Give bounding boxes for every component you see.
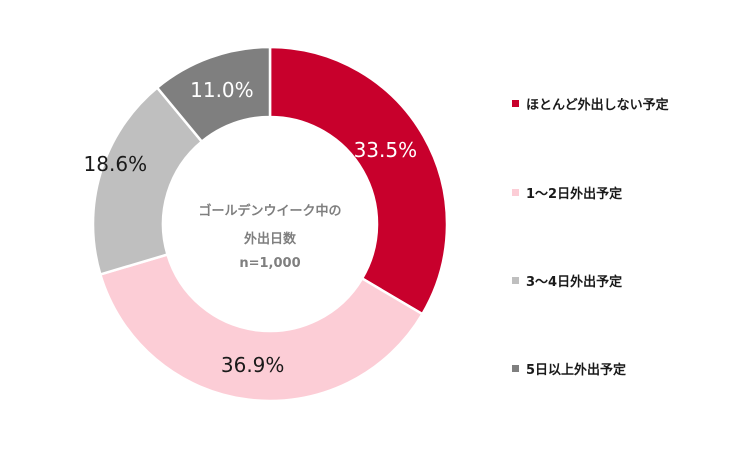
legend-label: 1〜2日外出予定 [526,187,623,202]
center-label-line2: 外出日数 [243,232,296,247]
slice-label-3: 11.0% [190,78,254,103]
slice-label-0: 33.5% [353,137,418,162]
legend-swatch-icon [512,189,519,196]
legend-item-0: ほとんど外出しない予定 [512,94,669,113]
center-label-line1: ゴールデンウイーク中の [198,204,342,219]
donut-slice-1 [98,252,425,403]
donut-slice-0 [268,45,449,316]
legend-item-1: 1〜2日外出予定 [512,183,622,202]
legend-swatch-icon [512,100,519,107]
legend-label: 3〜4日外出予定 [526,275,623,290]
legend-swatch-icon [512,365,519,372]
slice-label-2: 18.6% [83,151,148,176]
legend-label: 5日以上外出予定 [526,363,627,378]
center-label-n: n=1,000 [239,256,301,271]
legend-label: ほとんど外出しない予定 [526,98,669,113]
legend-item-2: 3〜4日外出予定 [512,271,622,290]
donut-slice-3 [155,45,272,144]
legend-item-3: 5日以上外出予定 [512,359,626,378]
legend-swatch-icon [512,277,519,284]
slice-label-1: 36.9% [220,352,285,377]
